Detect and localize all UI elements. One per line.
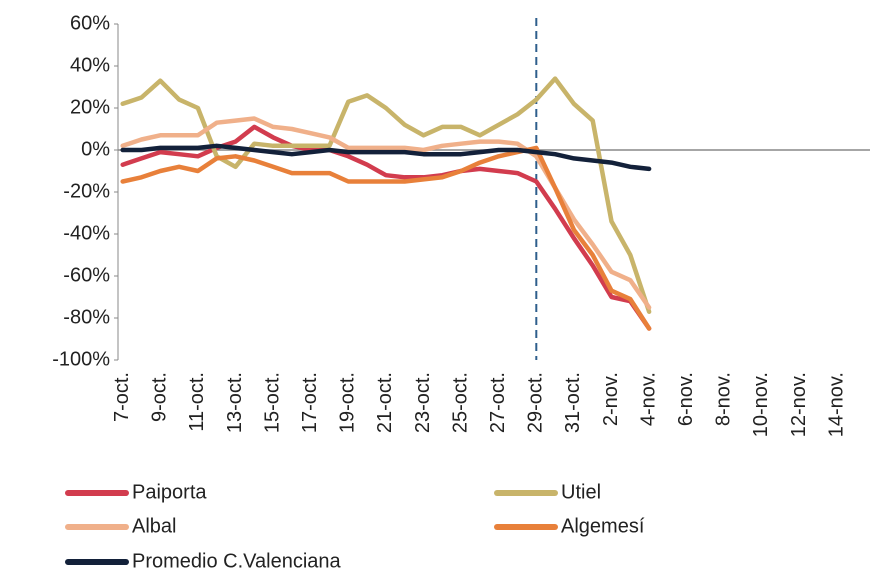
y-tick-label: 40% [70, 54, 110, 76]
x-tick-label: 29-oct. [525, 372, 547, 433]
y-tick-label: -20% [63, 180, 110, 202]
y-tick-label: 20% [70, 96, 110, 118]
x-tick-label: 6-nov. [675, 372, 697, 426]
x-tick-label: 31-oct. [562, 372, 584, 433]
x-tick-label: 7-oct. [111, 372, 133, 422]
x-tick-label: 8-nov. [713, 372, 735, 426]
series-line [120, 145, 652, 331]
y-tick-label: -80% [63, 306, 110, 328]
x-tick-label: 19-oct. [337, 372, 359, 433]
y-tick-label: 60% [70, 12, 110, 34]
y-tick-label: -100% [52, 348, 110, 370]
legend-label: Albal [132, 515, 176, 537]
y-tick-label: -40% [63, 222, 110, 244]
x-tick-label: 2-nov. [600, 372, 622, 426]
x-tick-label: 9-oct. [149, 372, 171, 422]
y-tick-label: -60% [63, 264, 110, 286]
x-tick-label: 11-oct. [186, 372, 208, 432]
x-tick-label: 4-nov. [637, 372, 659, 426]
x-tick-label: 15-oct. [261, 372, 283, 433]
x-tick-label: 25-oct. [449, 372, 471, 433]
x-tick-label: 14-nov. [825, 372, 847, 437]
x-tick-label: 10-nov. [750, 372, 772, 437]
x-tick-label: 17-oct. [299, 372, 321, 433]
legend-label: Algemesí [561, 515, 645, 537]
legend-label: Paiporta [132, 481, 207, 503]
x-tick-label: 21-oct. [374, 372, 396, 433]
x-tick-label: 12-nov. [788, 372, 810, 437]
x-tick-label: 13-oct. [224, 372, 246, 433]
y-tick-label: 0% [81, 138, 110, 160]
x-tick-label: 27-oct. [487, 372, 509, 433]
series-line [120, 143, 652, 172]
legend-label: Utiel [561, 481, 601, 503]
legend-label: Promedio C.Valenciana [132, 550, 342, 572]
x-tick-label: 23-oct. [412, 372, 434, 433]
series-line [120, 124, 652, 331]
series-line [120, 76, 652, 314]
